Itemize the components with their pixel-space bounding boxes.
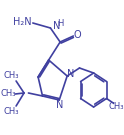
Text: CH₃: CH₃ <box>0 90 16 99</box>
Text: CH₃: CH₃ <box>109 102 124 111</box>
Text: CH₃: CH₃ <box>4 107 19 116</box>
Text: N: N <box>56 100 64 110</box>
Text: N: N <box>67 69 74 79</box>
Text: H₂N: H₂N <box>13 17 32 27</box>
Text: N: N <box>53 21 61 31</box>
Text: O: O <box>74 30 82 40</box>
Text: CH₃: CH₃ <box>4 72 19 80</box>
Text: H: H <box>58 18 64 28</box>
